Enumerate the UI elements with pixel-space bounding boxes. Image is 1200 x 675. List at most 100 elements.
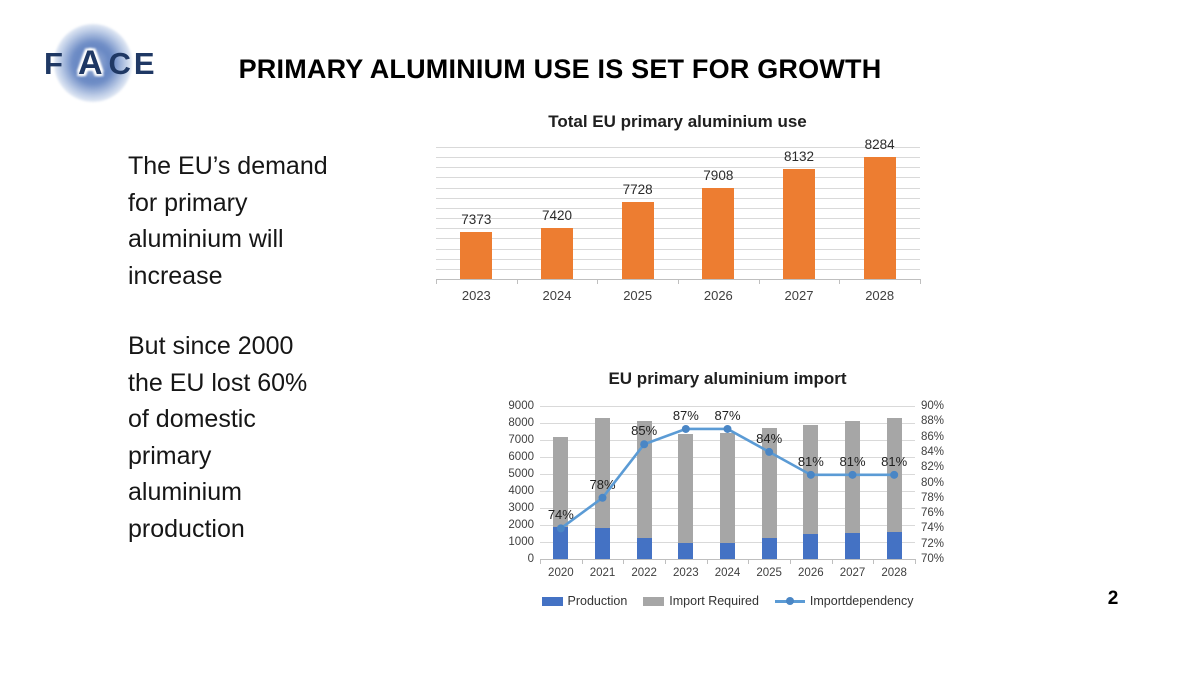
use-x-label-2028: 2028 bbox=[865, 288, 895, 303]
x-axis-tick bbox=[920, 279, 921, 284]
gridline bbox=[436, 248, 920, 250]
production-bar-2023 bbox=[678, 542, 694, 559]
right-axis-label-82%: 82% bbox=[921, 461, 945, 474]
importdependency-line bbox=[556, 424, 899, 533]
left-axis-label-4000: 4000 bbox=[508, 485, 534, 497]
use-bar-value-2024: 7420 bbox=[541, 207, 573, 223]
import-x-label-2022: 2022 bbox=[631, 567, 657, 579]
dependency-point-2028 bbox=[890, 470, 899, 479]
right-axis-label-86%: 86% bbox=[921, 430, 945, 443]
import-required-bar-2026 bbox=[803, 424, 819, 534]
x-axis-tick bbox=[915, 559, 916, 564]
x-axis-tick bbox=[597, 279, 599, 284]
dependency-point-2026 bbox=[806, 470, 815, 479]
gridline bbox=[436, 207, 920, 209]
production-bar-2022 bbox=[636, 538, 652, 559]
legend-label: Import Required bbox=[669, 594, 759, 608]
import-x-label-2025: 2025 bbox=[756, 567, 782, 579]
use-bar-2026 bbox=[702, 187, 735, 279]
x-axis-tick bbox=[665, 559, 666, 564]
import-required-bar-2024 bbox=[720, 432, 735, 543]
x-axis-tick bbox=[839, 279, 841, 284]
use-bar-2028 bbox=[863, 156, 896, 279]
x-axis-tick bbox=[748, 559, 750, 564]
right-axis-label-70%: 70% bbox=[921, 553, 945, 565]
left-axis-label-6000: 6000 bbox=[508, 451, 534, 463]
gridline bbox=[436, 258, 920, 260]
legend-swatch-icon bbox=[541, 596, 563, 606]
production-bar-2025 bbox=[761, 537, 777, 559]
dependency-label-2020: 74% bbox=[547, 507, 574, 523]
legend-line-marker-icon bbox=[774, 596, 805, 606]
import-x-label-2021: 2021 bbox=[589, 567, 616, 579]
gridline bbox=[540, 423, 915, 424]
dependency-label-2027: 81% bbox=[839, 453, 866, 469]
left-axis-label-8000: 8000 bbox=[508, 417, 534, 429]
use-bar-2023 bbox=[460, 231, 493, 279]
left-axis-label-7000: 7000 bbox=[508, 434, 534, 446]
gridline bbox=[436, 177, 920, 179]
use-x-label-2024: 2024 bbox=[542, 288, 572, 303]
left-axis-label-5000: 5000 bbox=[508, 468, 534, 480]
chart-total-use: Total EU primary aluminium use 7373 2023 7… bbox=[430, 110, 925, 310]
use-x-label-2023: 2023 bbox=[461, 288, 491, 303]
dependency-point-2024 bbox=[723, 424, 732, 433]
slide-title: PRIMARY ALUMINIUM USE IS SET FOR GROWTH bbox=[238, 54, 882, 84]
dependency-point-2027 bbox=[848, 470, 857, 479]
chart-import-legend: Production Import Required Importdependenc… bbox=[540, 594, 915, 608]
gridline bbox=[436, 268, 920, 270]
use-bar-value-2025: 7728 bbox=[622, 182, 653, 198]
x-axis-tick bbox=[581, 559, 583, 564]
chart-total-use-plot: 7373 2023 7420 2024 7728 2025 7908 2026 8132 2027… bbox=[436, 137, 921, 303]
dependency-point-2023 bbox=[681, 424, 690, 433]
left-axis-label-2000: 2000 bbox=[508, 519, 534, 531]
legend-item-importdependency: Importdependency bbox=[774, 594, 914, 608]
use-bar-value-2026: 7908 bbox=[703, 167, 734, 183]
left-axis-label-9000: 9000 bbox=[508, 400, 534, 412]
gridline bbox=[436, 218, 920, 220]
left-axis-label-0: 0 bbox=[527, 553, 534, 565]
right-axis-label-78%: 78% bbox=[921, 491, 945, 504]
gridline bbox=[436, 167, 920, 169]
x-axis-tick bbox=[873, 559, 875, 564]
x-axis-tick bbox=[436, 279, 437, 284]
production-bar-2028 bbox=[886, 532, 902, 559]
right-axis-label-84%: 84% bbox=[921, 445, 945, 458]
dependency-label-2024: 87% bbox=[714, 407, 741, 423]
use-bar-value-2023: 7373 bbox=[461, 211, 492, 227]
logo-letter-a: A bbox=[77, 44, 103, 82]
dependency-label-2026: 81% bbox=[797, 453, 824, 469]
logo-letters-ce: CE bbox=[108, 46, 158, 81]
use-bar-value-2028: 8284 bbox=[864, 136, 895, 152]
import-x-label-2023: 2023 bbox=[673, 567, 699, 579]
logo-letter-f: F bbox=[44, 46, 64, 81]
legend-label: Production bbox=[567, 594, 628, 608]
production-bar-2024 bbox=[720, 542, 735, 559]
use-bar-2027 bbox=[783, 169, 815, 279]
x-axis-tick bbox=[790, 559, 791, 564]
production-bar-2021 bbox=[595, 527, 610, 559]
chart-import-title: EU primary aluminium import bbox=[608, 369, 847, 388]
dependency-label-2025: 84% bbox=[756, 430, 783, 446]
legend-swatch-icon bbox=[643, 596, 665, 606]
dependency-point-2020 bbox=[556, 524, 565, 533]
right-axis-label-90%: 90% bbox=[921, 400, 945, 412]
use-x-label-2025: 2025 bbox=[623, 288, 653, 303]
x-axis-tick bbox=[831, 559, 833, 564]
chart-import-plot: 2020 74% 2021 78% 2022 85% 2023 87% 2024 87% 2025 8… bbox=[540, 406, 916, 579]
right-axis-label-72%: 72% bbox=[921, 537, 945, 550]
use-x-label-2027: 2027 bbox=[784, 288, 814, 303]
gridline bbox=[436, 228, 920, 230]
import-x-label-2028: 2028 bbox=[881, 567, 907, 579]
legend-label: Importdependency bbox=[809, 594, 914, 608]
x-axis-tick bbox=[516, 279, 518, 284]
logo-dot-circle-icon bbox=[54, 24, 132, 102]
use-bar-2024 bbox=[541, 227, 573, 279]
gridline bbox=[436, 187, 920, 189]
face-logo: F A CE bbox=[40, 18, 170, 108]
import-required-bar-2023 bbox=[678, 433, 694, 543]
left-axis-label-1000: 1000 bbox=[508, 536, 534, 548]
dependency-label-2023: 87% bbox=[672, 407, 699, 423]
dependency-point-2022 bbox=[640, 440, 649, 449]
